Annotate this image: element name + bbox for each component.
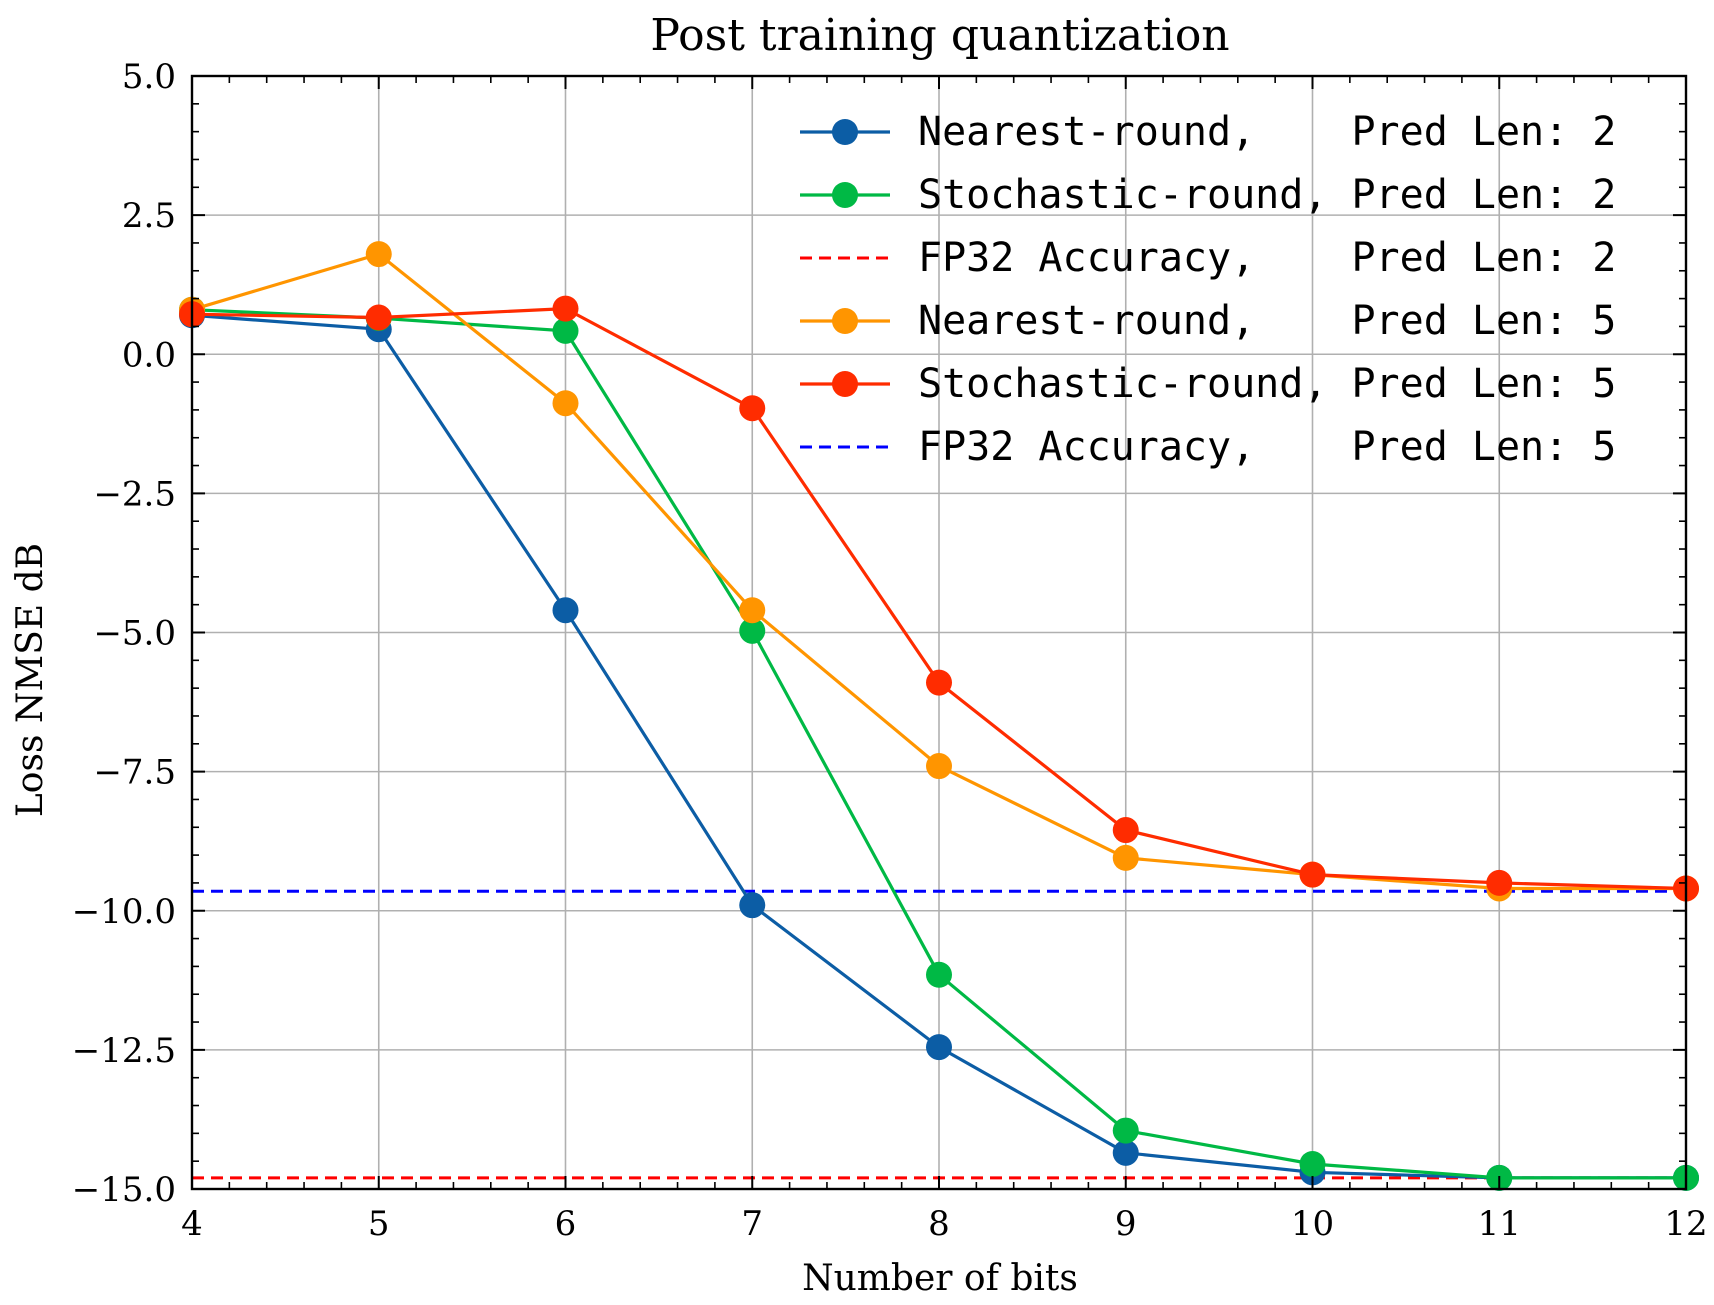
x-tick-label: 6 <box>555 1204 577 1244</box>
data-point <box>1486 869 1513 896</box>
data-point <box>365 241 392 268</box>
data-point <box>1299 861 1326 888</box>
legend-label: FP32 Accuracy, Pred Len: 2 <box>918 235 1616 281</box>
data-point <box>1112 1139 1139 1166</box>
legend: Nearest-round, Pred Len: 2 Stochastic-rou… <box>800 109 1616 470</box>
x-axis-label: Number of bits <box>802 1258 1078 1299</box>
legend-label: Nearest-round, Pred Len: 2 <box>918 109 1616 155</box>
legend-label: FP32 Accuracy, Pred Len: 5 <box>918 424 1616 470</box>
data-point <box>926 669 952 696</box>
y-axis-label: Loss NMSE dB <box>10 543 51 817</box>
data-point <box>739 395 766 422</box>
legend-marker <box>832 371 858 397</box>
data-point <box>739 617 766 644</box>
y-tick-label: −7.5 <box>93 753 176 793</box>
x-tick-label: 7 <box>741 1204 763 1244</box>
axes-frame <box>190 74 1688 1191</box>
y-tick-label: 2.5 <box>122 196 176 236</box>
data-point <box>739 892 766 919</box>
x-tick-label: 11 <box>1478 1204 1521 1244</box>
y-tick-label: −10.0 <box>72 892 176 932</box>
data-point <box>365 304 392 331</box>
x-tick-label: 4 <box>181 1204 203 1244</box>
y-tick-label: 5.0 <box>122 57 176 97</box>
tick-labels: 4 5 6 7 8 9 10 11 12 5.0 2.5 0.0 −2.5 −5.0 −7.5 −10.0 −1… <box>72 57 1708 1244</box>
plot-series <box>179 241 1699 1191</box>
data-point <box>1112 844 1139 871</box>
legend-label: Stochastic-round, Pred Len: 2 <box>918 172 1616 218</box>
data-point <box>926 753 952 780</box>
data-point <box>926 961 952 988</box>
y-tick-label: −12.5 <box>72 1031 176 1071</box>
y-tick-label: −15.0 <box>72 1170 176 1210</box>
legend-marker <box>832 308 858 334</box>
y-tick-label: −2.5 <box>93 474 176 514</box>
data-point <box>552 317 579 344</box>
legend-label: Nearest-round, Pred Len: 5 <box>918 298 1616 344</box>
legend-label: Stochastic-round, Pred Len: 5 <box>918 361 1616 407</box>
x-tick-label: 9 <box>1115 1204 1137 1244</box>
data-point <box>552 295 579 322</box>
x-tick-label: 5 <box>368 1204 390 1244</box>
y-tick-label: 0.0 <box>122 335 176 375</box>
data-point <box>739 597 766 624</box>
x-tick-label: 10 <box>1291 1204 1334 1244</box>
data-point <box>1112 817 1139 844</box>
data-point <box>926 1034 952 1061</box>
data-point <box>1112 1117 1139 1144</box>
data-point <box>552 390 579 417</box>
y-tick-label: −5.0 <box>93 614 176 654</box>
data-point <box>552 597 579 624</box>
legend-marker <box>832 119 858 145</box>
legend-marker <box>832 182 858 208</box>
data-point <box>1299 1150 1326 1177</box>
x-tick-label: 8 <box>928 1204 950 1244</box>
x-tick-label: 12 <box>1664 1204 1707 1244</box>
chart-title: Post training quantization <box>650 10 1229 61</box>
